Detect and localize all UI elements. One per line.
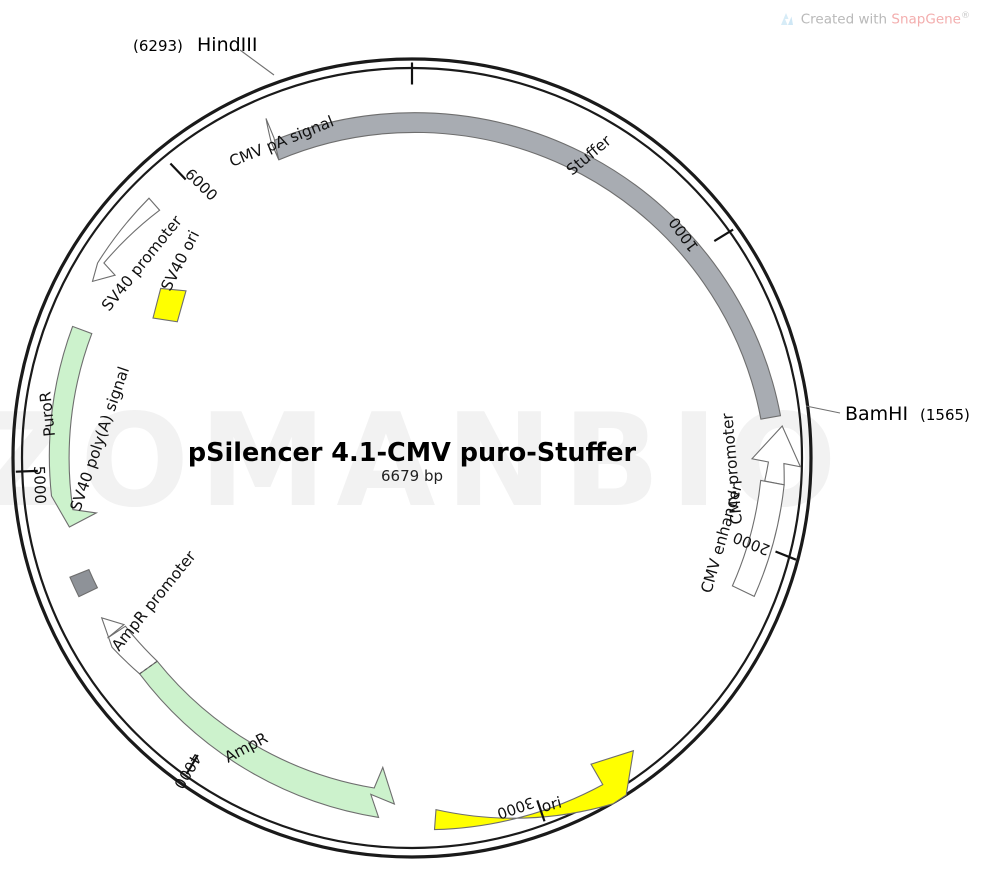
feature-cmv-promoter-shape[interactable]	[750, 425, 802, 486]
tick-label-5000: 5000	[30, 466, 49, 505]
feature-sv40-promoter-shape[interactable]	[91, 197, 161, 283]
feature-sv40-ori-shape[interactable]	[152, 287, 187, 323]
snapgene-logo-icon	[778, 11, 795, 28]
credit-text: Created with SnapGene®	[801, 11, 970, 28]
feature-puror-shape[interactable]	[48, 325, 99, 528]
feature-ampr-promoter-shape[interactable]	[100, 616, 159, 675]
plasmid-name: pSilencer 4.1-CMV puro-Stuffer	[188, 438, 637, 468]
bamhi-name: BamHI	[845, 403, 908, 425]
plasmid-center-label: pSilencer 4.1-CMV puro-Stuffer 6679 bp	[188, 438, 637, 485]
credit-registered-mark: ®	[961, 11, 970, 22]
feature-ori-shape[interactable]	[433, 749, 635, 831]
tick-label-6000: 6000	[181, 165, 221, 205]
feature-cmv-pa-signal-shape[interactable]	[265, 118, 280, 161]
bamhi-position: (1565)	[920, 406, 970, 424]
watermark-text: ZOMANBIO	[0, 387, 847, 536]
backbone-outer-circle	[11, 57, 813, 859]
snapgene-credit: Created with SnapGene®	[778, 11, 970, 28]
feature-ampr-promoter-divider	[139, 660, 158, 675]
feature-sv40-polya-signal-shape[interactable]	[69, 568, 99, 598]
feature-ampr-shape[interactable]	[138, 660, 396, 819]
feature-label-ori: ori	[540, 794, 564, 816]
restriction-site-layer: (6293) HindIII BamHI (1565)	[133, 34, 970, 425]
feature-stuffer-shape[interactable]	[270, 112, 782, 420]
feature-layer	[48, 112, 802, 831]
hindiii-name: HindIII	[197, 34, 257, 56]
feature-label-ampr-promoter: AmpR promoter	[108, 547, 200, 655]
restriction-site-hindiii[interactable]: (6293) HindIII	[133, 34, 275, 76]
credit-prefix: Created with	[800, 11, 892, 28]
credit-brand: SnapGene	[891, 11, 961, 28]
hindiii-position: (6293)	[133, 37, 183, 55]
plasmid-length: 6679 bp	[381, 467, 443, 485]
feature-cmv-enhancer-shape[interactable]	[731, 479, 785, 598]
tick-5000: 5000	[15, 466, 49, 505]
tick-6000: 6000	[169, 162, 221, 205]
feature-label-puror: PuroR	[36, 390, 59, 437]
restriction-site-bamhi[interactable]: BamHI (1565)	[805, 403, 970, 425]
